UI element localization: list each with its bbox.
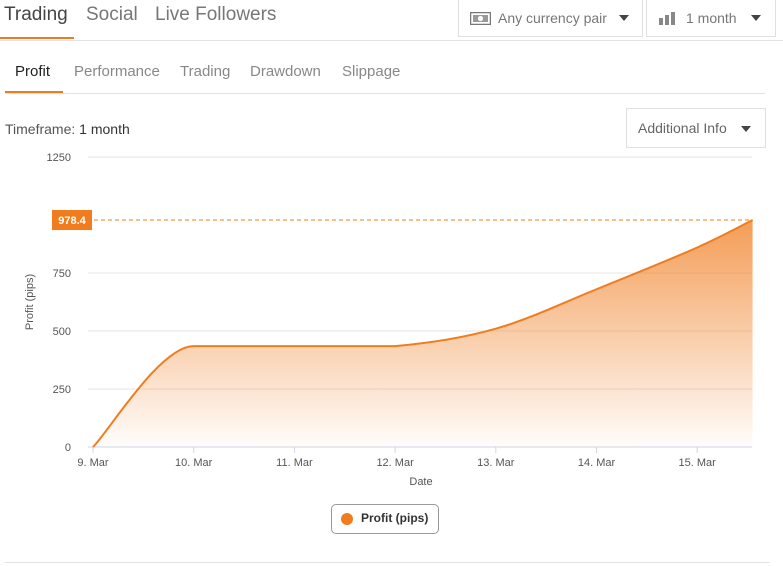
top-tab-bar: Trading Social Live Followers Any curren… bbox=[0, 0, 783, 41]
last-value-label: 978.4 bbox=[58, 215, 86, 227]
tab-live-followers[interactable]: Live Followers bbox=[155, 4, 277, 25]
tab-profit[interactable]: Profit bbox=[15, 63, 51, 80]
last-value-badge bbox=[52, 210, 92, 231]
tab-performance[interactable]: Performance bbox=[74, 63, 160, 80]
profit-area bbox=[93, 220, 753, 447]
period-dropdown[interactable]: 1 month bbox=[646, 0, 776, 37]
timeframe-label: Timeframe: bbox=[5, 121, 76, 137]
x-tick-label: 15. Mar bbox=[679, 457, 717, 469]
currency-pair-dropdown[interactable]: Any currency pair bbox=[458, 0, 643, 37]
bar-chart-icon bbox=[659, 12, 675, 25]
legend-marker bbox=[341, 513, 353, 525]
timeframe-text: Timeframe: 1 month bbox=[5, 121, 130, 137]
y-tick-label: 1250 bbox=[47, 152, 71, 164]
chevron-down-icon bbox=[619, 15, 629, 21]
tab-trading[interactable]: Trading bbox=[4, 4, 68, 25]
profit-line bbox=[92, 219, 754, 448]
profit-chart: 0 250 500 750 1250 9. Mar 10. Mar 11. Mar 12. Ma… bbox=[24, 152, 754, 488]
active-subtab-indicator bbox=[5, 91, 63, 93]
additional-info-dropdown[interactable]: Additional Info bbox=[626, 108, 766, 148]
chart-tab-bar: Profit Performance Trading Drawdown Slip… bbox=[5, 52, 765, 94]
chevron-down-icon bbox=[741, 126, 751, 132]
currency-pair-label: Any currency pair bbox=[498, 10, 607, 26]
tab-drawdown[interactable]: Drawdown bbox=[250, 63, 321, 80]
y-tick-label: 0 bbox=[65, 442, 71, 454]
chevron-down-icon bbox=[751, 15, 761, 21]
x-tick-label: 13. Mar bbox=[477, 457, 515, 469]
tab-trading-stats[interactable]: Trading bbox=[180, 63, 231, 80]
y-tick-label: 750 bbox=[53, 268, 71, 280]
tab-slippage[interactable]: Slippage bbox=[342, 63, 401, 80]
y-tick-label: 250 bbox=[53, 384, 71, 396]
x-tick-label: 14. Mar bbox=[578, 457, 616, 469]
tab-social[interactable]: Social bbox=[86, 4, 138, 25]
x-tick-label: 10. Mar bbox=[175, 457, 213, 469]
x-axis-title: Date bbox=[409, 476, 432, 488]
active-tab-indicator bbox=[0, 37, 74, 39]
period-label: 1 month bbox=[686, 10, 737, 26]
money-icon bbox=[470, 12, 491, 25]
divider bbox=[5, 562, 770, 563]
x-tick-label: 12. Mar bbox=[376, 457, 414, 469]
x-tick-label: 11. Mar bbox=[276, 457, 313, 469]
x-tick-label: 9. Mar bbox=[77, 457, 109, 469]
y-tick-label: 500 bbox=[53, 326, 71, 338]
timeframe-value: 1 month bbox=[79, 121, 130, 137]
legend-item-profit[interactable]: Profit (pips) bbox=[331, 504, 439, 534]
y-axis-title: Profit (pips) bbox=[24, 274, 36, 330]
additional-info-label: Additional Info bbox=[638, 120, 727, 136]
legend-label: Profit (pips) bbox=[361, 511, 429, 525]
